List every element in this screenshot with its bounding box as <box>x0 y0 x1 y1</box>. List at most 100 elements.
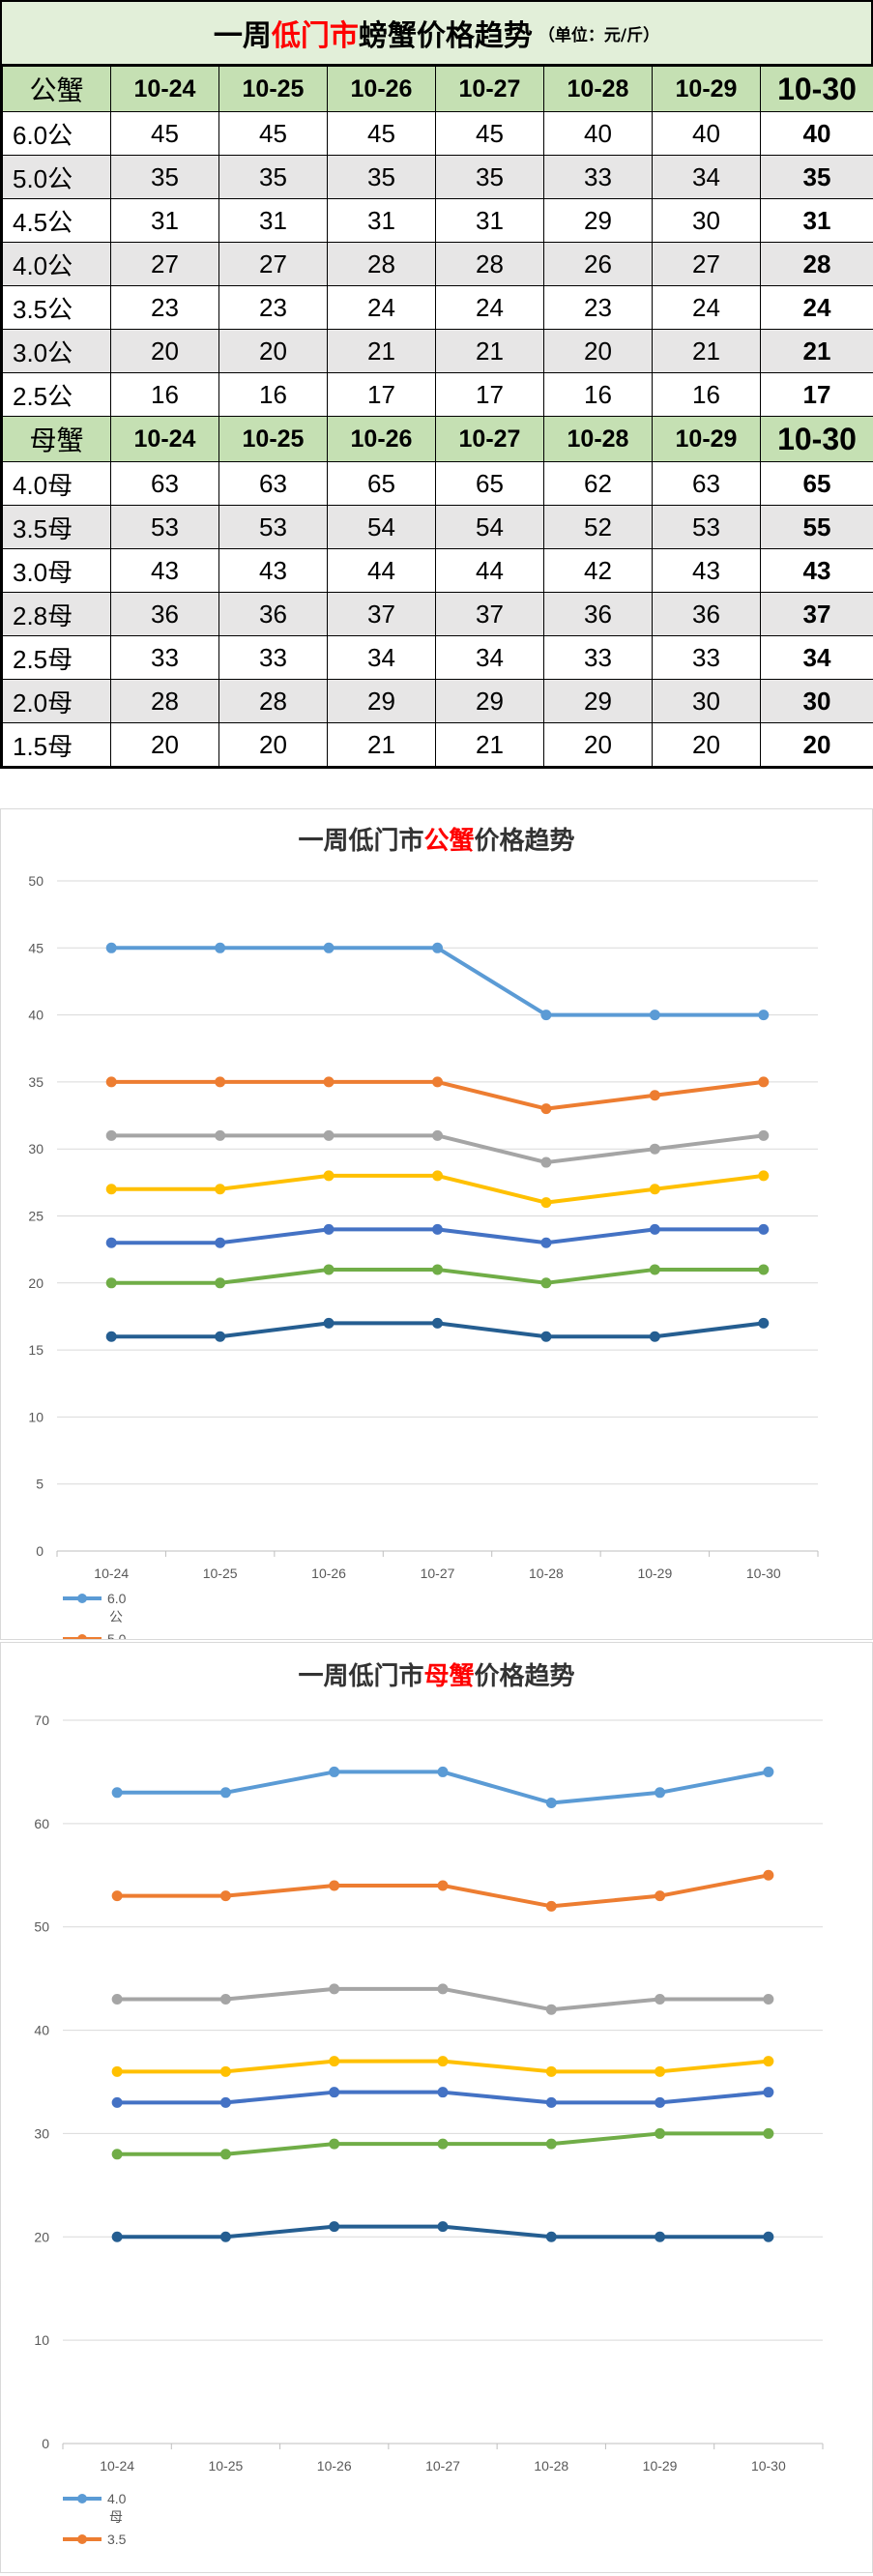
data-point <box>216 1185 225 1194</box>
price-cell: 20 <box>111 330 219 373</box>
row-label: 2.8母 <box>3 593 111 636</box>
price-cell: 40 <box>761 112 873 156</box>
date-header: 10-26 <box>328 67 436 112</box>
data-point <box>764 2057 773 2066</box>
price-cell: 20 <box>219 330 328 373</box>
data-point <box>220 2097 230 2107</box>
row-label: 3.0母 <box>3 549 111 593</box>
data-point <box>330 2222 339 2232</box>
date-header: 10-28 <box>544 417 653 462</box>
price-cell: 16 <box>219 373 328 417</box>
price-cell: 28 <box>219 680 328 723</box>
data-point <box>541 1332 551 1341</box>
y-tick-label: 30 <box>28 1141 44 1156</box>
x-tick-label: 10-24 <box>100 2458 134 2474</box>
table-title-text: 一周低门市螃蟹价格趋势 <box>214 12 533 54</box>
price-cell: 34 <box>328 636 436 680</box>
legend-label: 4.0 <box>107 2491 127 2506</box>
price-cell: 55 <box>761 506 873 549</box>
x-tick-label: 10-30 <box>746 1566 781 1581</box>
price-cell: 29 <box>544 199 653 243</box>
price-cell: 33 <box>544 636 653 680</box>
data-point <box>324 1130 334 1140</box>
chart-title: 一周低门市母蟹价格趋势 <box>1 1656 872 1692</box>
data-point <box>433 1318 443 1328</box>
price-cell: 28 <box>111 680 219 723</box>
price-cell: 35 <box>219 156 328 199</box>
row-label: 4.0母 <box>3 462 111 506</box>
data-point <box>324 1077 334 1087</box>
y-tick-label: 35 <box>28 1074 44 1090</box>
chart-title-prefix: 一周低门市 <box>298 1662 423 1691</box>
price-cell: 53 <box>111 506 219 549</box>
date-header: 10-24 <box>111 67 219 112</box>
price-cell: 35 <box>111 156 219 199</box>
price-cell: 34 <box>653 156 761 199</box>
data-point <box>324 1318 334 1328</box>
price-cell: 16 <box>544 373 653 417</box>
data-point <box>759 1010 769 1020</box>
y-tick-label: 20 <box>28 1275 44 1291</box>
price-cell: 43 <box>219 549 328 593</box>
y-tick-label: 10 <box>28 1409 44 1424</box>
data-point <box>106 1130 116 1140</box>
price-cell: 37 <box>761 593 873 636</box>
price-cell: 20 <box>219 723 328 767</box>
price-cell: 63 <box>653 462 761 506</box>
data-point <box>546 2005 556 2014</box>
price-cell: 34 <box>436 636 544 680</box>
price-cell: 21 <box>436 723 544 767</box>
data-point <box>220 1788 230 1798</box>
data-point <box>106 1332 116 1341</box>
price-cell: 24 <box>761 286 873 330</box>
data-point <box>759 1224 769 1234</box>
data-point <box>216 943 225 952</box>
data-point <box>330 2057 339 2066</box>
price-cell: 24 <box>328 286 436 330</box>
data-point <box>330 1881 339 1890</box>
chart-title-highlight: 母蟹 <box>423 1662 474 1691</box>
data-point <box>330 1767 339 1776</box>
data-point <box>546 2232 556 2241</box>
x-tick-label: 10-29 <box>643 2458 678 2474</box>
data-point <box>764 2128 773 2138</box>
data-point <box>546 2066 556 2076</box>
data-point <box>433 1224 443 1234</box>
legend-label-line2: 公 <box>109 1609 123 1625</box>
header-label: 母蟹 <box>3 417 111 462</box>
y-tick-label: 0 <box>36 1543 44 1559</box>
data-point <box>112 2066 122 2076</box>
price-cell: 54 <box>436 506 544 549</box>
data-point <box>650 1332 659 1341</box>
data-point <box>764 1995 773 2005</box>
data-point <box>541 1278 551 1288</box>
date-header: 10-29 <box>653 67 761 112</box>
price-cell: 45 <box>111 112 219 156</box>
y-tick-label: 45 <box>28 940 44 955</box>
table-unit: （单位：元/斤） <box>538 21 659 45</box>
data-point <box>655 2097 665 2107</box>
price-cell: 28 <box>436 243 544 286</box>
data-point <box>655 2232 665 2241</box>
price-cell: 63 <box>111 462 219 506</box>
title-prefix: 一周 <box>214 19 272 53</box>
legend-label: 5.0 <box>107 1631 127 1639</box>
row-label: 4.0公 <box>3 243 111 286</box>
data-point <box>546 1901 556 1911</box>
data-point <box>541 1104 551 1114</box>
data-point <box>220 2066 230 2076</box>
price-cell: 16 <box>111 373 219 417</box>
price-cell: 23 <box>219 286 328 330</box>
date-header: 10-29 <box>653 417 761 462</box>
price-cell: 43 <box>111 549 219 593</box>
x-tick-label: 10-26 <box>311 1566 346 1581</box>
data-point <box>220 2232 230 2241</box>
